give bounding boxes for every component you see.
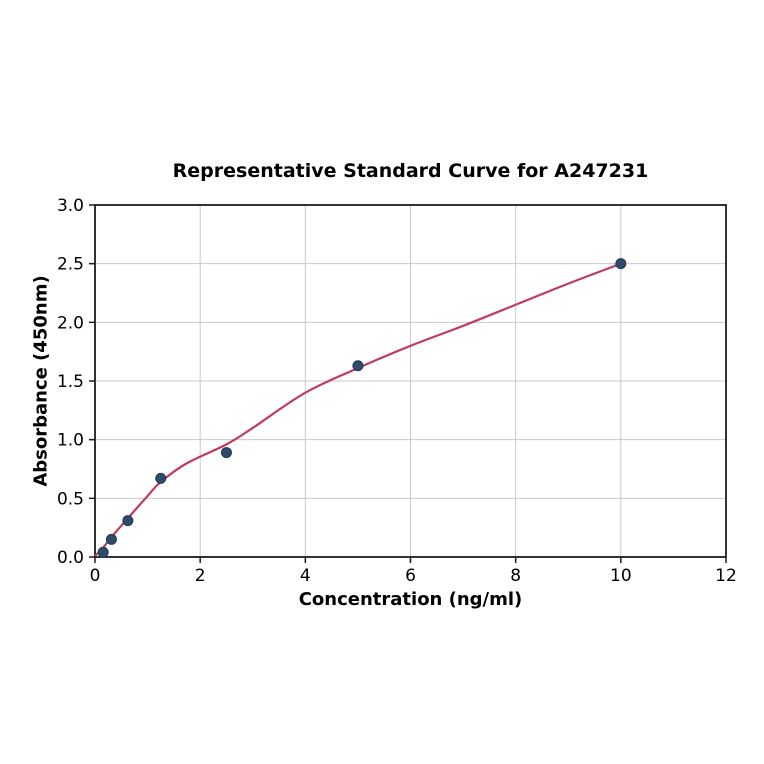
chart-title: Representative Standard Curve for A24723…	[172, 160, 649, 182]
data-point	[97, 546, 109, 558]
plot-border	[94, 204, 727, 558]
y-tick-label: 2.0	[57, 313, 84, 333]
x-axis-label: Concentration (ng/ml)	[298, 589, 523, 610]
y-tick-label: 0.5	[57, 489, 84, 509]
x-tick-label: 8	[510, 566, 521, 586]
data-point	[615, 258, 627, 270]
fit-curve	[94, 262, 622, 557]
y-tick-label: 2.5	[57, 255, 84, 275]
x-tick-label: 0	[90, 566, 101, 586]
data-point	[105, 533, 117, 545]
x-tick-label: 2	[195, 566, 206, 586]
data-point	[155, 472, 167, 484]
data-point	[220, 447, 232, 459]
x-tick-label: 10	[610, 566, 632, 586]
y-tick-label: 3.0	[57, 196, 84, 216]
y-tick-label: 1.5	[57, 372, 84, 392]
x-tick-label: 4	[300, 566, 311, 586]
y-tick-label: 0.0	[57, 548, 84, 568]
x-tick-label: 6	[405, 566, 416, 586]
x-tick-label: 12	[715, 566, 737, 586]
data-point	[352, 360, 364, 372]
y-tick-label: 1.0	[57, 431, 84, 451]
data-point	[122, 515, 134, 527]
